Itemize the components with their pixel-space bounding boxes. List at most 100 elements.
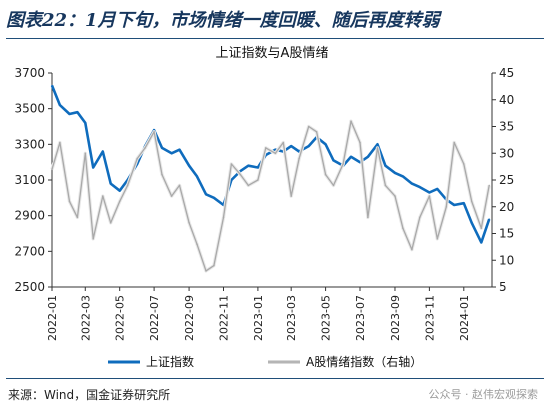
sentiment-point	[342, 163, 344, 165]
y-right-tick-label: 10	[499, 253, 514, 267]
y-left-tick-label: 2700	[14, 244, 45, 258]
index-point	[170, 152, 173, 155]
index-point	[411, 182, 413, 185]
sentiment-point	[290, 195, 293, 197]
sentiment-point	[463, 163, 465, 165]
sentiment-point	[257, 179, 259, 181]
x-tick-label: 2024-01	[458, 295, 471, 341]
source-note: 来源：Wind，国金证券研究所	[8, 388, 171, 402]
index-point	[324, 143, 327, 146]
x-tick-label: 2023-05	[320, 295, 333, 341]
sentiment-point	[367, 216, 369, 219]
index-point	[419, 186, 421, 188]
sentiment-point	[76, 216, 79, 219]
index-point	[290, 145, 293, 147]
x-tick-label: 2022-09	[183, 295, 196, 341]
sentiment-point	[488, 184, 491, 187]
index-point	[102, 150, 104, 153]
sentiment-point	[419, 216, 421, 219]
index-point	[205, 193, 207, 196]
index-point	[84, 122, 87, 124]
legend-label-index: 上证指数	[146, 354, 194, 369]
sentiment-point	[222, 216, 225, 219]
y-right-tick-label: 35	[499, 120, 514, 134]
index-point	[394, 172, 396, 174]
sentiment-point	[247, 184, 250, 187]
x-tick-label: 2022-11	[217, 295, 230, 341]
sentiment-point	[126, 184, 129, 187]
index-point	[376, 143, 379, 146]
sentiment-point	[402, 227, 404, 229]
index-point	[109, 182, 112, 185]
sentiment-point	[239, 173, 242, 176]
index-point	[332, 159, 335, 162]
y-left-tick-label: 2500	[14, 280, 45, 294]
sentiment-point	[51, 168, 53, 171]
chart-title: 上证指数与A股情绪	[216, 46, 329, 61]
sentiment-point	[178, 184, 181, 187]
index-point	[470, 222, 473, 224]
legend-label-sentiment: A股情绪指数（右轴）	[306, 354, 422, 369]
sentiment-point	[324, 173, 327, 176]
sentiment-point	[445, 206, 448, 208]
index-point	[350, 156, 352, 158]
sentiment-point	[384, 184, 387, 187]
x-tick-label: 2022-07	[148, 295, 161, 341]
y-right-tick-label: 15	[499, 227, 514, 241]
sentiment-point	[411, 248, 413, 251]
series-sentiment-line-halo	[50, 119, 491, 273]
index-point	[213, 197, 215, 199]
index-point	[367, 156, 369, 158]
x-tick-label: 2023-09	[389, 295, 402, 341]
sentiment-point	[394, 195, 396, 197]
y-right-tick-label: 5	[499, 280, 507, 294]
index-point	[161, 147, 163, 149]
index-point	[463, 202, 465, 204]
sentiment-point	[274, 152, 277, 155]
sentiment-point	[230, 163, 233, 165]
sentiment-point	[153, 131, 155, 133]
sentiment-point	[265, 147, 267, 149]
sentiment-point	[436, 238, 439, 240]
y-right-tick-label: 45	[499, 66, 514, 80]
sentiment-point	[453, 141, 456, 144]
sentiment-point	[84, 152, 87, 155]
x-tick-label: 2022-05	[114, 295, 127, 341]
index-point	[488, 218, 491, 220]
sentiment-point	[470, 200, 473, 203]
x-tick-label: 2023-01	[252, 295, 265, 341]
series-index-line	[50, 85, 491, 244]
sentiment-point	[315, 131, 318, 133]
y-left-tick-label: 3700	[14, 66, 45, 80]
y-left-tick-label: 3100	[14, 173, 45, 187]
sentiment-point	[196, 243, 198, 245]
sentiment-point	[428, 195, 431, 197]
sentiment-point	[170, 195, 173, 197]
series-sentiment-line	[51, 120, 490, 272]
watermark: 公众号 · 赵伟宏观探索	[428, 388, 539, 401]
index-point	[436, 188, 439, 190]
sentiment-point	[298, 157, 300, 160]
top-rule	[6, 38, 544, 39]
bottom-rule	[6, 378, 544, 379]
sentiment-point	[350, 120, 352, 122]
y-left-tick-label: 3300	[14, 137, 45, 151]
sentiment-point	[92, 238, 94, 240]
chart: 上证指数与A股情绪 2500 2700 2900 3100 3300 3500 3700 5 10…	[14, 46, 514, 369]
sentiment-point	[68, 200, 71, 203]
sentiment-point	[118, 200, 121, 203]
sentiment-point	[376, 147, 379, 149]
x-tick-label: 2023-03	[285, 295, 298, 341]
index-point	[59, 104, 61, 106]
y-right-tick-label: 40	[499, 93, 514, 107]
x-tick-label: 2022-01	[46, 295, 59, 341]
sentiment-point	[282, 141, 285, 144]
y-right-tick-label: 20	[499, 200, 514, 214]
index-point	[239, 170, 242, 172]
y-right-tick-label: 30	[499, 146, 514, 160]
index-point	[247, 164, 250, 167]
index-point	[402, 175, 404, 178]
index-point	[384, 164, 387, 167]
sentiment-point	[161, 173, 163, 176]
sentiment-point	[144, 147, 146, 149]
